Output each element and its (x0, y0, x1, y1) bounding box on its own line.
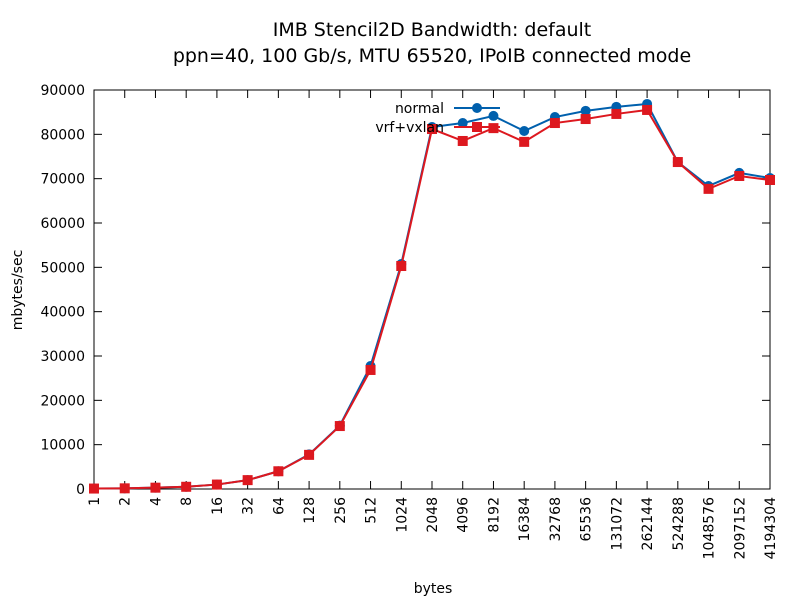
data-point (580, 114, 591, 125)
data-point (119, 483, 130, 494)
x-tick-label: 16384 (517, 497, 533, 542)
y-axis-label: mbytes/sec (10, 250, 26, 331)
data-point (457, 135, 468, 146)
data-point (519, 126, 530, 137)
data-point (150, 482, 161, 493)
data-point (334, 421, 345, 432)
data-point (273, 466, 284, 477)
x-tick-label: 8 (179, 497, 195, 506)
data-point (211, 479, 222, 490)
x-axis-label: bytes (414, 581, 453, 597)
y-tick-label: 70000 (40, 172, 85, 188)
x-tick-label: 256 (333, 497, 349, 524)
y-tick-label: 20000 (40, 393, 85, 409)
data-point (304, 449, 315, 460)
data-point (703, 183, 714, 194)
x-tick-label: 16 (210, 497, 226, 515)
x-tick-label: 65536 (579, 497, 595, 542)
data-point (181, 481, 192, 492)
x-tick-label: 512 (364, 497, 380, 524)
data-point (765, 174, 775, 185)
data-point (519, 136, 530, 147)
x-tick-label: 1048576 (702, 497, 718, 559)
x-tick-label: 1 (87, 497, 103, 506)
x-tick-label: 131072 (609, 497, 625, 550)
data-point (427, 124, 437, 135)
chart-subtitle: ppn=40, 100 Gb/s, MTU 65520, IPoIB conne… (173, 45, 691, 67)
data-point (457, 118, 468, 129)
x-tick-label: 4096 (456, 497, 472, 533)
data-point (672, 157, 683, 168)
x-tick-label: 128 (302, 497, 318, 524)
data-point (734, 171, 745, 182)
x-tick-label: 262144 (640, 497, 656, 551)
data-point (611, 108, 622, 119)
x-tick-label: 32768 (548, 497, 564, 542)
data-point (396, 261, 407, 272)
x-tick-label: 4 (148, 497, 164, 506)
x-tick-label: 2048 (425, 497, 441, 533)
x-tick-label: 2097152 (732, 497, 748, 559)
y-tick-label: 60000 (40, 216, 85, 232)
data-point (488, 123, 499, 134)
x-tick-label: 4194304 (763, 497, 779, 559)
x-tick-label: 8192 (486, 497, 502, 533)
y-tick-label: 40000 (40, 305, 85, 321)
y-tick-label: 50000 (40, 260, 85, 276)
data-point (580, 105, 591, 116)
y-tick-label: 10000 (40, 438, 85, 454)
y-tick-label: 0 (76, 482, 85, 498)
chart-title: IMB Stencil2D Bandwidth: default (273, 19, 592, 41)
data-point (549, 118, 560, 129)
x-tick-label: 2 (118, 497, 134, 506)
data-point (365, 364, 376, 375)
legend-marker (472, 122, 482, 132)
data-point (89, 483, 99, 494)
x-tick-label: 524288 (671, 497, 687, 550)
x-tick-label: 1024 (394, 497, 410, 533)
y-tick-label: 80000 (40, 127, 85, 143)
x-tick-label: 32 (241, 497, 257, 515)
data-point (488, 110, 499, 121)
legend-label: normal (395, 101, 444, 117)
legend-label: vrf+vxlan (375, 120, 444, 136)
y-tick-label: 90000 (40, 83, 85, 99)
x-tick-label: 64 (271, 497, 287, 515)
y-tick-label: 30000 (40, 349, 85, 365)
data-point (642, 104, 653, 115)
data-point (242, 475, 253, 486)
legend-marker (472, 103, 482, 113)
